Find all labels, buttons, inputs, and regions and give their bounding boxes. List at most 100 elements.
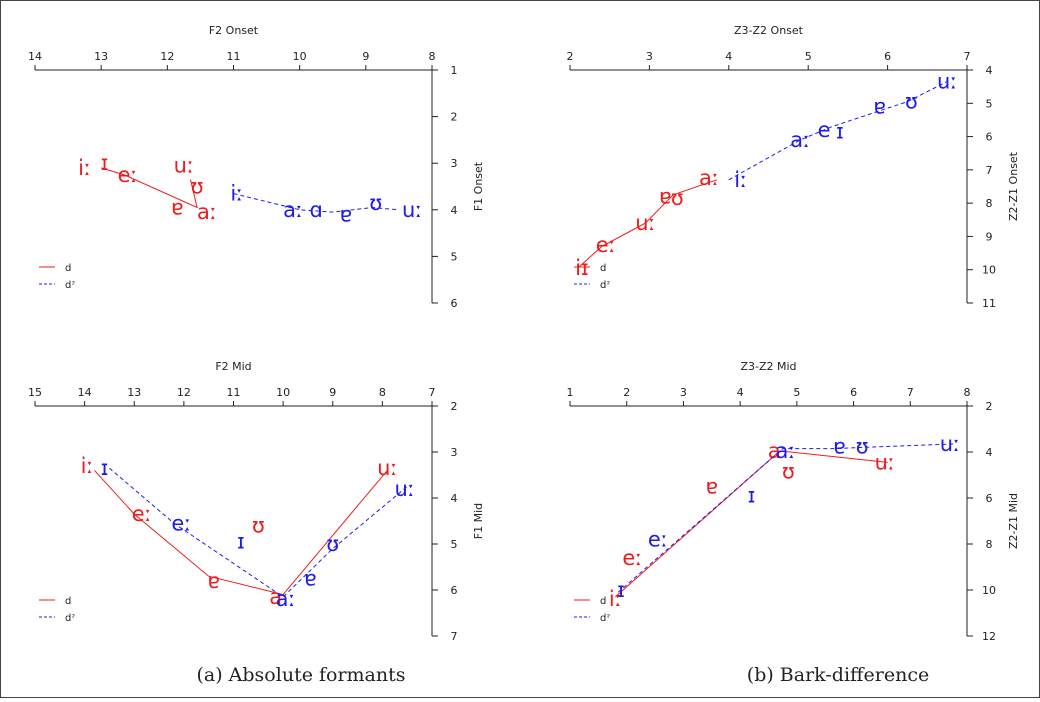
legend-label: d xyxy=(65,263,71,274)
x-tick-label: 13 xyxy=(127,386,141,399)
vowel-point: ɐ xyxy=(873,95,886,119)
vowel-point: aː xyxy=(776,439,796,463)
y-tick-label: 9 xyxy=(986,230,993,243)
x-tick-label: 3 xyxy=(646,50,653,63)
x-tick-label: 14 xyxy=(28,50,42,63)
x-tick-label: 8 xyxy=(429,50,436,63)
vowel-point: iː xyxy=(609,587,622,611)
vowel-point: ʊ xyxy=(782,460,795,484)
x-tick-label: 14 xyxy=(78,386,92,399)
y-tick-label: 4 xyxy=(451,492,458,505)
vowel-point: ɐ xyxy=(705,475,718,499)
y-axis-title: F1 Onset xyxy=(472,161,485,211)
series-line-d xyxy=(94,470,388,596)
y-tick-label: 3 xyxy=(451,157,458,170)
legend-label: d xyxy=(65,596,71,607)
x-tick-label: 7 xyxy=(429,386,436,399)
vowel-point: iː xyxy=(230,181,243,205)
vowel-point: uː xyxy=(402,198,422,222)
y-tick-label: 1 xyxy=(451,64,458,77)
caption-a: (a) Absolute formants xyxy=(196,664,405,686)
x-tick-label: 7 xyxy=(964,50,971,63)
x-axis-title: Z3-Z2 Mid xyxy=(740,360,796,373)
series-line-dq xyxy=(109,467,408,598)
y-tick-label: 6 xyxy=(986,492,993,505)
vowel-point: aː xyxy=(790,128,810,152)
y-tick-label: 2 xyxy=(451,111,458,124)
vowel-point: uː xyxy=(937,70,957,94)
vowel-point: eː xyxy=(118,163,138,187)
caption-b: (b) Bark-difference xyxy=(747,664,929,686)
vowel-point: uː xyxy=(395,477,415,501)
x-tick-label: 11 xyxy=(227,50,241,63)
y-tick-label: 4 xyxy=(451,204,458,217)
x-tick-label: 10 xyxy=(293,50,307,63)
vowel-point: uː xyxy=(635,211,655,235)
x-tick-label: 12 xyxy=(177,386,191,399)
x-tick-label: 13 xyxy=(94,50,108,63)
vowel-point: iː xyxy=(734,168,747,192)
y-tick-label: 8 xyxy=(986,197,993,210)
vowel-point: ɐ xyxy=(207,569,220,593)
y-axis-title: Z2-Z1 Onset xyxy=(1007,151,1020,221)
legend-label: dˀ xyxy=(65,279,75,291)
y-tick-label: 5 xyxy=(986,97,993,110)
y-axis-title: F1 Mid xyxy=(472,503,485,539)
vowel-point: ɐ xyxy=(304,567,317,591)
y-tick-label: 4 xyxy=(986,64,993,77)
vowel-point: ʊ xyxy=(252,514,265,538)
y-tick-label: 7 xyxy=(451,630,458,643)
y-tick-label: 2 xyxy=(451,400,458,413)
y-tick-label: 8 xyxy=(986,538,993,551)
vowel-point: uː xyxy=(940,432,960,456)
vowel-point: ɪ xyxy=(237,530,245,554)
x-tick-label: 11 xyxy=(227,386,241,399)
series-line-d xyxy=(577,179,718,269)
series-line-d xyxy=(615,450,888,598)
vowel-point: ʊ xyxy=(369,191,382,215)
y-axis-title: Z2-Z1 Mid xyxy=(1007,493,1020,549)
series-line-dq xyxy=(617,443,956,593)
y-tick-label: 2 xyxy=(986,400,993,413)
series-line-d xyxy=(101,167,198,209)
legend-label: d xyxy=(600,263,606,274)
vowel-point: aː xyxy=(699,166,719,190)
vowel-point: aː xyxy=(276,587,296,611)
vowel-point: ʊ xyxy=(905,90,918,114)
x-tick-label: 12 xyxy=(160,50,174,63)
y-tick-label: 10 xyxy=(982,584,996,597)
y-tick-label: 11 xyxy=(982,297,996,310)
x-tick-label: 1 xyxy=(567,386,574,399)
x-tick-label: 15 xyxy=(28,386,42,399)
vowel-point: ɑ xyxy=(310,198,323,222)
x-tick-label: 6 xyxy=(850,386,857,399)
vowel-point: a xyxy=(768,439,781,463)
x-tick-label: 4 xyxy=(737,386,744,399)
x-tick-label: 9 xyxy=(329,386,336,399)
x-tick-label: 4 xyxy=(725,50,732,63)
vowel-point: ɐ xyxy=(833,434,846,458)
vowel-point: ɐ xyxy=(171,195,184,219)
vowel-point: uː xyxy=(377,456,397,480)
x-tick-label: 9 xyxy=(362,50,369,63)
x-tick-label: 2 xyxy=(623,386,630,399)
y-tick-label: 5 xyxy=(451,250,458,263)
vowel-point: uː xyxy=(174,154,194,178)
x-tick-label: 10 xyxy=(276,386,290,399)
x-tick-label: 2 xyxy=(567,50,574,63)
vowel-point: eː xyxy=(648,527,668,551)
legend-label: d xyxy=(600,596,606,607)
vowel-point: ɪ xyxy=(101,151,109,175)
vowel-point: iː xyxy=(78,156,91,180)
vowel-point: eː xyxy=(596,233,616,257)
legend-label: dˀ xyxy=(65,612,75,624)
y-tick-label: 6 xyxy=(451,297,458,310)
vowel-point: eː xyxy=(132,502,152,526)
vowel-point: eː xyxy=(622,546,642,570)
legend-label: dˀ xyxy=(600,279,610,291)
y-tick-label: 7 xyxy=(986,164,993,177)
x-axis-title: Z3-Z2 Onset xyxy=(734,24,804,37)
